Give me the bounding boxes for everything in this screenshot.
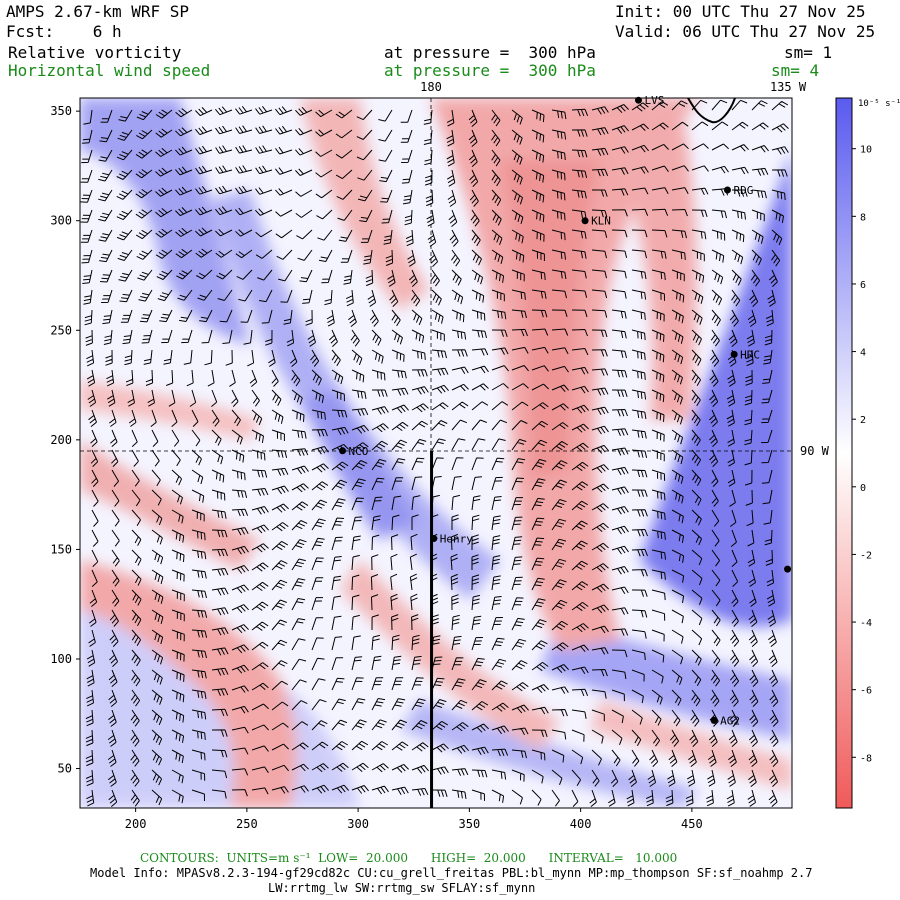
- colorbar-tick-label: 0: [860, 483, 866, 494]
- valid-time: Valid: 06 UTC Thu 27 Nov 25: [615, 22, 876, 41]
- station-label: NCO: [349, 445, 369, 458]
- x-tick-label: 250: [236, 817, 258, 831]
- station-label: RDG: [733, 184, 753, 197]
- forecast-hour: Fcst: 6 h: [6, 22, 122, 41]
- field1-level: at pressure = 300 hPa: [384, 43, 596, 62]
- lon-label-180: 180: [420, 80, 442, 94]
- field2-level: at pressure = 300 hPa: [384, 61, 596, 80]
- coastline: [687, 97, 736, 124]
- colorbar: [835, 97, 853, 809]
- y-tick-label: 100: [50, 652, 72, 666]
- station-dot: [723, 186, 731, 194]
- x-tick-label: 450: [681, 817, 703, 831]
- y-tick-label: 300: [50, 214, 72, 228]
- field2-smoothing: sm= 4: [771, 61, 820, 80]
- station-label: LVS: [644, 94, 664, 107]
- colorbar-tick-label: -6: [860, 686, 872, 697]
- contour-info: CONTOURS: UNITS=m s⁻¹ LOW= 20.000 HIGH= …: [140, 851, 678, 865]
- station-dot: [430, 534, 438, 542]
- y-tick-label: 250: [50, 323, 72, 337]
- init-time: Init: 00 UTC Thu 27 Nov 25: [615, 2, 866, 21]
- colorbar-tick-label: 4: [860, 348, 866, 359]
- colorbar-units: 10⁻⁵ s⁻¹: [858, 99, 900, 109]
- y-tick-label: 50: [58, 762, 72, 776]
- lon-label-90w: 90 W: [800, 444, 830, 458]
- x-tick-label: 200: [125, 817, 147, 831]
- colorbar-ticks: 10 8 6 4 2 0 -2 -4 -6 -8: [852, 145, 872, 764]
- station-label: Henry: [440, 532, 473, 545]
- x-tick-label: 350: [459, 817, 481, 831]
- model-info: Model Info: MPASv8.2.3-194-gf29cd82c CU:…: [90, 866, 813, 880]
- plot-frame: [79, 97, 793, 809]
- x-axis-ticks: 200 250 300 350 400 450: [125, 808, 703, 831]
- station-dot: [339, 447, 347, 455]
- colorbar-tick-label: 2: [860, 415, 866, 426]
- colorbar-tick-label: -2: [860, 550, 872, 561]
- model-title: AMPS 2.67-km WRF SP: [6, 2, 190, 21]
- station-label: HRC: [740, 348, 760, 361]
- station-dot: [730, 350, 738, 358]
- x-tick-label: 300: [347, 817, 369, 831]
- field2-name: Horizontal wind speed: [8, 61, 211, 80]
- station-label: KLN: [591, 215, 611, 228]
- y-tick-label: 150: [50, 542, 72, 556]
- station-label: AG2: [720, 714, 740, 727]
- y-tick-label: 350: [50, 104, 72, 118]
- colorbar-tick-label: -8: [860, 753, 872, 764]
- y-axis-ticks: 50 100 150 200 250 300 350: [50, 104, 80, 776]
- field1-name: Relative vorticity: [8, 43, 182, 62]
- vorticity-field: [80, 98, 792, 808]
- model-info-physics: LW:rrtmg_lw SW:rrtmg_sw SFLAY:sf_mynn: [268, 881, 536, 895]
- station-dot: [710, 716, 718, 724]
- field1-smoothing: sm= 1: [784, 43, 833, 62]
- wind-barbs: [80, 99, 789, 807]
- colorbar-tick-label: 10: [860, 145, 872, 156]
- lon-label-135w: 135 W: [770, 80, 807, 94]
- station-dot: [784, 565, 792, 573]
- colorbar-tick-label: 8: [860, 212, 866, 223]
- station-dot: [581, 217, 589, 225]
- station-markers: LVS RDG KLN HRC NCO Henry AG2: [339, 94, 792, 727]
- x-tick-label: 400: [570, 817, 592, 831]
- colorbar-tick-label: 6: [860, 280, 866, 291]
- y-tick-label: 200: [50, 433, 72, 447]
- wind-barb-glyphs: [80, 99, 789, 807]
- colorbar-tick-label: -4: [860, 618, 872, 629]
